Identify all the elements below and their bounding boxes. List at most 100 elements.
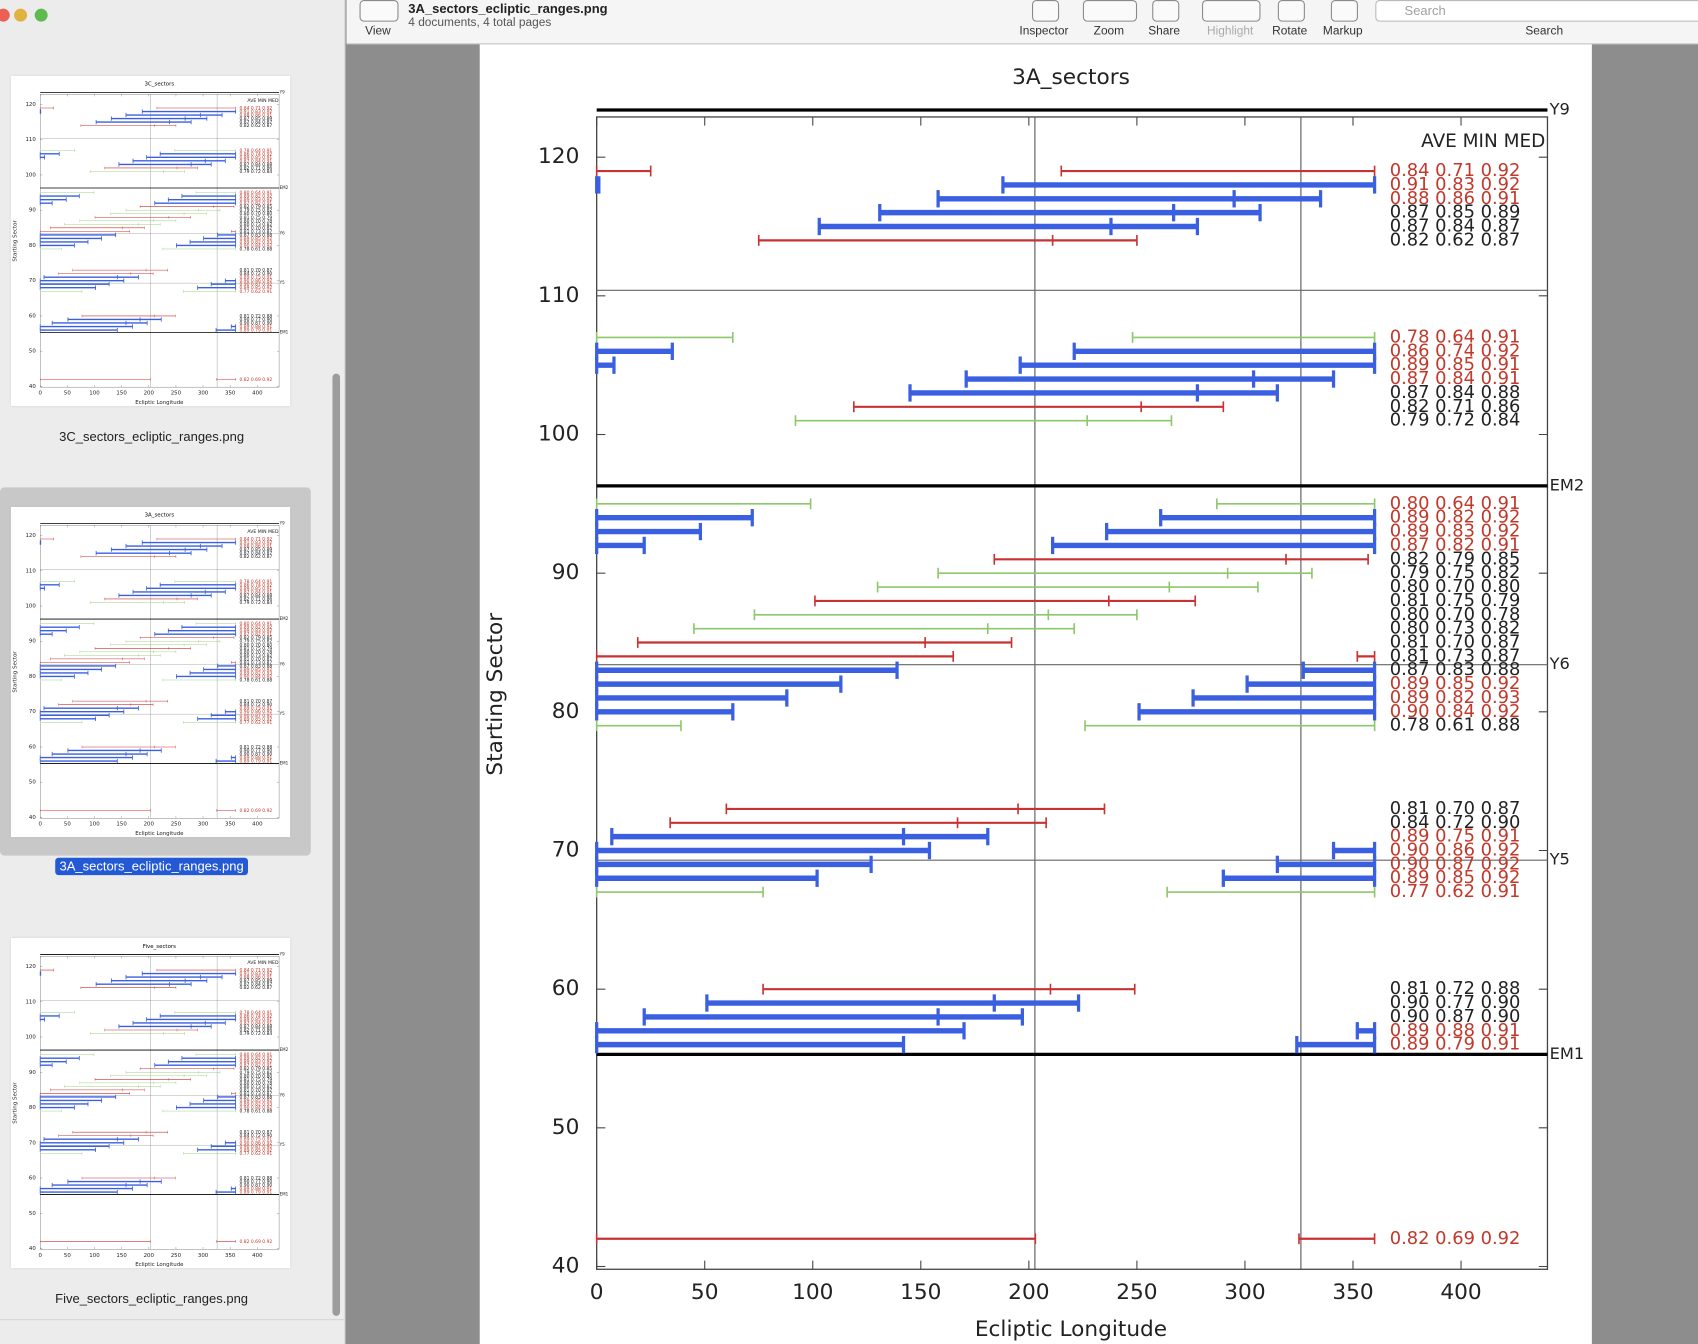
reference-label: EM1 xyxy=(1550,1044,1585,1063)
search-field[interactable]: Search xyxy=(1375,0,1698,22)
range-stats: 0.80 0.70 0.78 xyxy=(1390,604,1521,625)
file-subtitle: 4 documents, 4 total pages xyxy=(408,16,552,30)
range-stats: 0.82 0.71 0.86 xyxy=(1390,396,1521,417)
range-stats: 0.89 0.82 0.93 xyxy=(1390,687,1521,708)
toolbar-button[interactable] xyxy=(1277,0,1305,22)
toolbar-label: Zoom xyxy=(1093,24,1125,38)
y-axis-label: Starting Sector xyxy=(483,613,508,776)
thumbnail[interactable]: 3C_sectors xyxy=(10,75,291,407)
toolbar-button[interactable] xyxy=(1202,0,1261,22)
range-stats: 0.87 0.84 0.91 xyxy=(1390,368,1521,389)
y-tick-label: 120 xyxy=(538,144,579,169)
range-stats: 0.89 0.88 0.91 xyxy=(1390,1020,1521,1041)
range-stats: 0.81 0.70 0.87 xyxy=(1390,632,1521,653)
range-stats: 0.89 0.85 0.91 xyxy=(1390,354,1521,375)
x-tick-label: 350 xyxy=(1332,1280,1373,1305)
range-stats: 0.87 0.85 0.89 xyxy=(1390,202,1521,223)
range-stats: 0.90 0.87 0.90 xyxy=(1390,1006,1521,1027)
close-button[interactable] xyxy=(0,8,10,22)
range-stats: 0.87 0.84 0.87 xyxy=(1390,216,1521,237)
toolbar-button[interactable] xyxy=(1031,0,1059,22)
toolbar-button[interactable] xyxy=(1082,0,1138,22)
range-stats: 0.87 0.84 0.88 xyxy=(1390,382,1521,403)
x-tick-label: 50 xyxy=(691,1280,719,1305)
range-stats: 0.81 0.72 0.88 xyxy=(1390,978,1521,999)
thumbnail-plot xyxy=(11,519,290,838)
x-tick-label: 100 xyxy=(792,1280,833,1305)
range-stats: 0.81 0.70 0.87 xyxy=(1390,798,1521,819)
x-tick-label: 200 xyxy=(1008,1280,1049,1305)
range-stats: 0.82 0.69 0.92 xyxy=(1390,1228,1521,1249)
range-stats: 0.78 0.64 0.91 xyxy=(1390,326,1521,347)
toolbar-label: Rotate xyxy=(1272,24,1308,38)
range-stats: 0.90 0.86 0.92 xyxy=(1390,840,1521,861)
minimize-button[interactable] xyxy=(14,8,28,22)
thumbnail[interactable]: Five_sectors xyxy=(10,937,291,1269)
x-axis-label: Ecliptic Longitude xyxy=(975,1317,1167,1342)
y-tick-label: 50 xyxy=(552,1115,580,1140)
range-stats: 0.87 0.82 0.91 xyxy=(1390,534,1521,555)
range-stats: 0.89 0.83 0.92 xyxy=(1390,521,1521,542)
stats-header: AVE MIN MED xyxy=(1421,131,1545,152)
view-label: View xyxy=(365,24,391,38)
range-stats: 0.80 0.73 0.82 xyxy=(1390,618,1521,639)
x-tick-label: 0 xyxy=(590,1280,604,1305)
reference-label: Y6 xyxy=(1549,654,1570,673)
search-placeholder: Search xyxy=(1404,3,1446,19)
thumbnail-plot xyxy=(11,950,290,1269)
y-tick-label: 110 xyxy=(538,283,579,308)
toolbar-label: Highlight xyxy=(1206,24,1254,38)
range-stats: 0.81 0.73 0.87 xyxy=(1390,645,1521,666)
range-stats: 0.89 0.75 0.91 xyxy=(1390,826,1521,847)
y-tick-label: 100 xyxy=(538,422,579,447)
thumbnail-title: 3A_sectors xyxy=(145,513,175,519)
range-stats: 0.81 0.75 0.79 xyxy=(1390,590,1521,611)
range-stats: 0.79 0.75 0.82 xyxy=(1390,562,1521,583)
thumbnail-title: 3C_sectors xyxy=(145,82,175,88)
reference-label: Y9 xyxy=(1549,100,1570,119)
search-label: Search xyxy=(1525,24,1564,38)
toolbar: View 3A_sectors_ecliptic_ranges.png 4 do… xyxy=(346,0,1698,45)
range-stats: 0.82 0.62 0.87 xyxy=(1390,229,1521,250)
y-tick-label: 90 xyxy=(552,560,580,585)
y-tick-label: 70 xyxy=(552,838,580,863)
caption-text: 3A_sectors_ecliptic_ranges.png xyxy=(55,857,249,876)
range-stats: 0.77 0.62 0.91 xyxy=(1390,881,1521,902)
thumbnail-caption: 3C_sectors_ecliptic_ranges.png xyxy=(0,429,303,444)
reference-label: EM2 xyxy=(1550,475,1585,494)
y-tick-label: 80 xyxy=(552,699,580,724)
thumbnail-caption: Five_sectors_ecliptic_ranges.png xyxy=(0,1291,303,1306)
thumbnail-title: Five_sectors xyxy=(143,944,176,950)
range-stats: 0.90 0.77 0.90 xyxy=(1390,992,1521,1013)
range-stats: 0.78 0.61 0.88 xyxy=(1390,715,1521,736)
thumbnail-plot xyxy=(11,88,290,407)
reference-label: Y5 xyxy=(1549,850,1570,869)
view-button[interactable] xyxy=(359,0,399,22)
range-stats: 0.86 0.74 0.92 xyxy=(1390,340,1521,361)
zoom-button[interactable] xyxy=(34,8,48,22)
y-tick-label: 40 xyxy=(552,1254,580,1279)
chart-title: 3A_sectors xyxy=(1012,65,1130,90)
toolbar-button[interactable] xyxy=(1151,0,1179,22)
range-stats: 0.90 0.84 0.92 xyxy=(1390,701,1521,722)
toolbar-label: Inspector xyxy=(1019,24,1069,38)
divider xyxy=(0,1319,345,1321)
y-tick-label: 60 xyxy=(552,976,580,1001)
scrollbar[interactable] xyxy=(332,373,341,1316)
thumbnail[interactable]: 3A_sectors xyxy=(10,506,291,838)
range-stats: 0.84 0.72 0.90 xyxy=(1390,812,1521,833)
caption-text: Five_sectors_ecliptic_ranges.png xyxy=(55,1290,249,1307)
range-stats: 0.89 0.79 0.91 xyxy=(1390,1034,1521,1055)
range-stats: 0.80 0.70 0.80 xyxy=(1390,576,1521,597)
range-stats: 0.82 0.79 0.85 xyxy=(1390,548,1521,569)
range-stats: 0.90 0.87 0.92 xyxy=(1390,853,1521,874)
thumbnail-caption: 3A_sectors_ecliptic_ranges.png xyxy=(0,857,303,876)
range-stats: 0.79 0.72 0.84 xyxy=(1390,410,1521,431)
range-stats: 0.87 0.83 0.88 xyxy=(1390,659,1521,680)
x-tick-label: 250 xyxy=(1116,1280,1157,1305)
toolbar-button[interactable] xyxy=(1330,0,1358,22)
file-title: 3A_sectors_ecliptic_ranges.png xyxy=(408,1,608,17)
range-stats: 0.89 0.82 0.92 xyxy=(1390,507,1521,528)
